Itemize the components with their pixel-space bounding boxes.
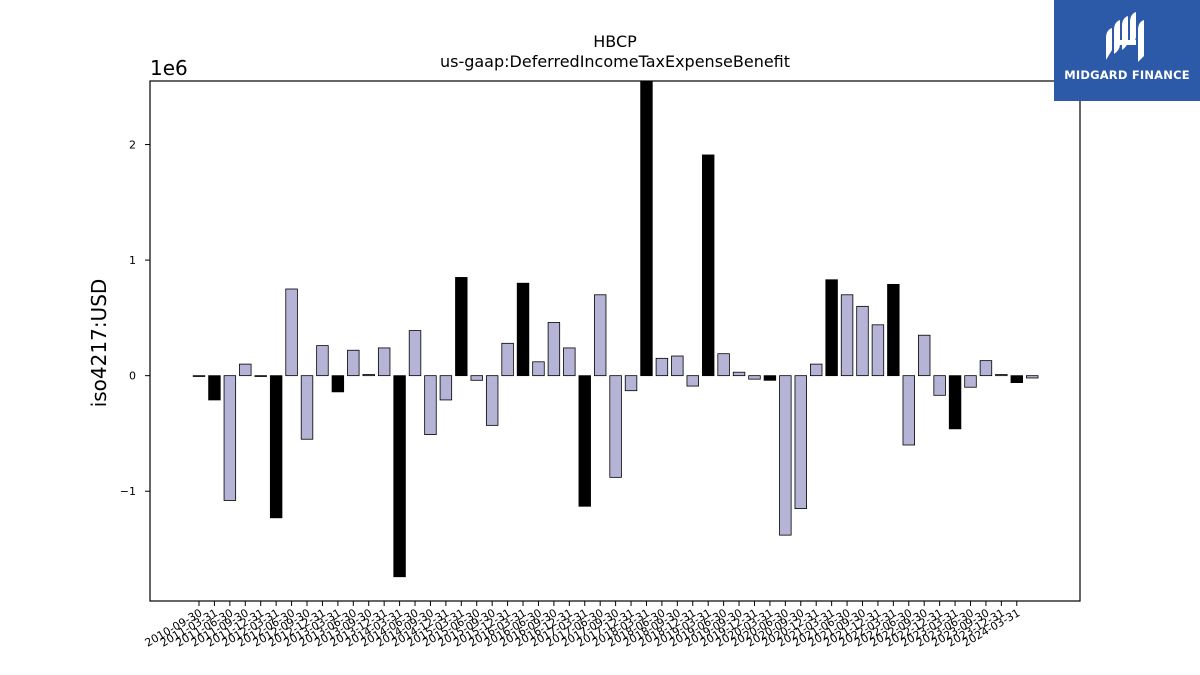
bar: [300, 375, 314, 440]
bar: [223, 375, 237, 501]
bar: [748, 375, 761, 380]
y-axis: −1 0 1 2: [120, 139, 150, 498]
bar: [933, 375, 946, 396]
bar: [331, 375, 345, 393]
bar: [1010, 375, 1023, 384]
bar: [501, 342, 514, 377]
bars-group: [192, 80, 1039, 578]
y-axis-label: iso4217:USD: [87, 278, 111, 408]
y-tick-label: 2: [129, 139, 136, 152]
bar: [578, 375, 591, 507]
bar: [825, 279, 838, 377]
bar: [964, 375, 977, 388]
bar: [316, 345, 329, 377]
bar: [655, 357, 669, 377]
bar: [269, 375, 283, 519]
bar: [362, 374, 375, 377]
bar: [377, 347, 391, 377]
bar: [439, 375, 453, 401]
y-tick-label: 1: [129, 254, 136, 267]
bar: [624, 375, 638, 392]
bar: [810, 363, 823, 377]
plot-frame: [149, 80, 1081, 602]
chart-subtitle: us-gaap:DeferredIncomeTaxExpenseBenefit: [439, 52, 791, 71]
bar: [887, 283, 900, 377]
bar: [285, 288, 298, 377]
bar: [902, 375, 915, 446]
midgard-monogram-icon: [1106, 12, 1144, 62]
y-multiplier-label: 1e6: [150, 56, 188, 80]
y-tick-label: −1: [120, 485, 136, 498]
bar: [593, 294, 607, 377]
bar: [408, 330, 422, 377]
bar: [455, 277, 468, 377]
bar: [470, 375, 483, 381]
bar: [948, 375, 962, 430]
bar: [254, 375, 267, 377]
bar: [485, 375, 499, 426]
bar: [995, 374, 1008, 377]
x-axis: 2010-09-302011-03-312011-06-302011-09-30…: [143, 601, 1022, 650]
bar: [547, 322, 561, 377]
bar: [424, 375, 437, 436]
bar: [192, 375, 206, 377]
y-tick-label: 0: [129, 370, 136, 383]
logo-text: MIDGARD FINANCE: [1064, 68, 1190, 82]
bar: [347, 349, 360, 377]
bar: [779, 375, 792, 536]
bar: [208, 375, 221, 401]
bar: [701, 154, 715, 377]
bar: [732, 371, 746, 377]
bar: [393, 375, 406, 578]
midgard-finance-logo: MIDGARD FINANCE: [1054, 0, 1200, 101]
bar: [609, 375, 622, 478]
bar: [563, 347, 576, 377]
bar: [532, 361, 545, 377]
bar: [516, 282, 530, 377]
chart-title: HBCP: [593, 32, 637, 51]
bar: [979, 360, 993, 377]
bar: [1026, 375, 1039, 379]
bar: [918, 334, 931, 377]
bar: [840, 294, 854, 377]
bar: [856, 305, 869, 377]
bar: [686, 375, 699, 387]
bar: [794, 375, 807, 509]
bar: [239, 363, 252, 377]
bar: [871, 324, 885, 377]
bar: [717, 353, 730, 377]
bar: [763, 375, 777, 381]
bar: [640, 80, 653, 377]
bar: [671, 355, 684, 377]
